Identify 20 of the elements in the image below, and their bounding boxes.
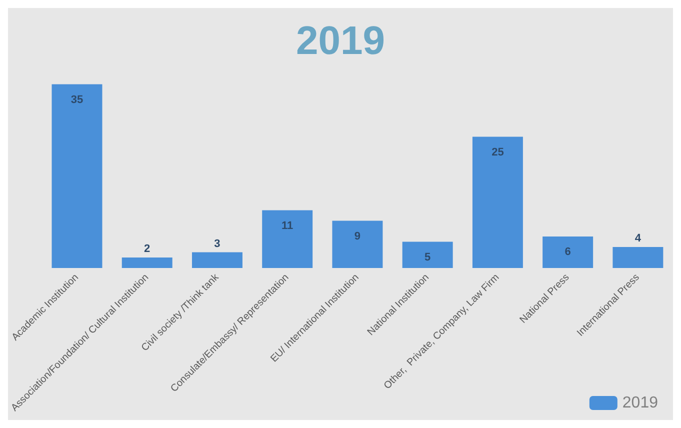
- bar: [52, 84, 102, 268]
- bar: [332, 220, 383, 268]
- legend-label: 2019: [622, 394, 658, 412]
- bar: [192, 252, 242, 268]
- bar: [542, 236, 594, 268]
- bar: [402, 242, 453, 268]
- data-label: 11: [282, 220, 294, 232]
- bar: [472, 136, 523, 268]
- data-label: 3: [214, 238, 220, 250]
- data-label: 25: [492, 146, 504, 158]
- data-label: 6: [564, 246, 571, 258]
- bar: [262, 210, 313, 268]
- data-label: 2: [144, 243, 150, 255]
- chart-title: 2019: [296, 19, 385, 63]
- data-label: 5: [424, 251, 431, 264]
- data-label: 35: [70, 94, 84, 106]
- data-label: 4: [634, 232, 642, 244]
- data-label: 9: [354, 230, 361, 242]
- bar: [612, 247, 664, 268]
- bar: [122, 258, 172, 268]
